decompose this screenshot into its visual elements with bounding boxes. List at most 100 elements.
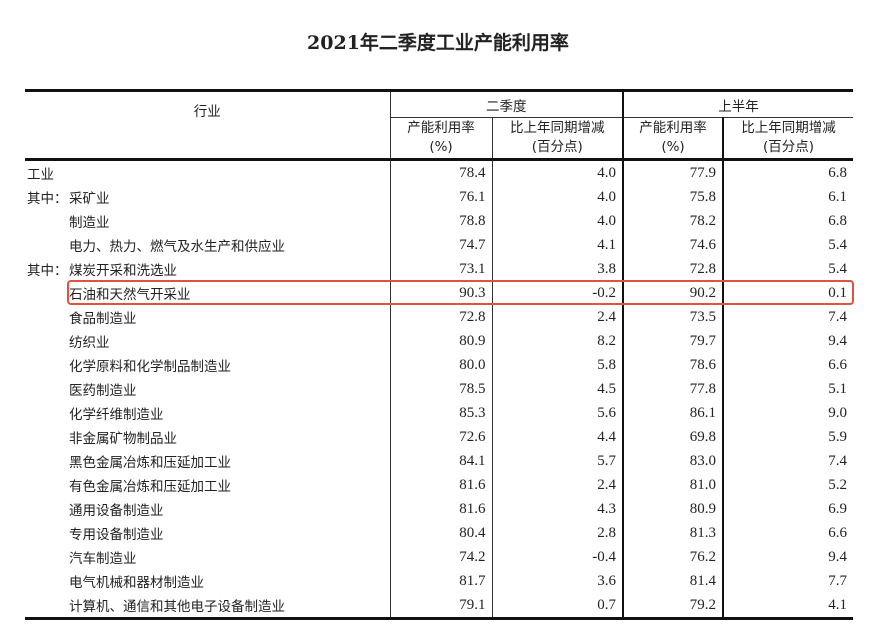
industry-header: 行业 (25, 89, 390, 161)
table-row: 专用设备制造业 80.4 2.8 81.3 6.6 (25, 521, 853, 545)
table-row: 工业 78.4 4.0 77.9 6.8 (25, 159, 853, 185)
q2-change-cell: 4.0 (491, 185, 623, 209)
row-prefix: 其中： (27, 191, 68, 207)
h1-rate-cell: 75.8 (622, 185, 723, 209)
row-prefix: 其中： (27, 263, 68, 279)
table-row: 其中： 煤炭开采和洗选业 73.1 3.8 72.8 5.4 (25, 257, 853, 281)
industry-name: 通用设备制造业 (69, 503, 164, 519)
q2-change-cell: 5.7 (491, 449, 623, 473)
h1-change-cell: 4.1 (722, 593, 853, 620)
industry-name: 制造业 (69, 215, 110, 231)
industry-cell: 制造业 (25, 209, 390, 233)
h1-rate-cell: 74.6 (622, 233, 723, 257)
header-unit: (%) (429, 139, 453, 155)
h1-rate-cell: 69.8 (622, 425, 723, 449)
industry-cell: 非金属矿物制品业 (25, 425, 390, 449)
h1-change-cell: 6.9 (722, 497, 853, 521)
h1-change-cell: 7.4 (722, 449, 853, 473)
h1-rate-cell: 86.1 (622, 401, 723, 425)
table-row: 电气机械和器材制造业 81.7 3.6 81.4 7.7 (25, 569, 853, 593)
q2-rate-cell: 72.6 (389, 425, 492, 449)
industry-name: 煤炭开采和洗选业 (69, 263, 177, 279)
table-row: 制造业 78.8 4.0 78.2 6.8 (25, 209, 853, 233)
q2-change-cell: 4.5 (491, 377, 623, 401)
industry-cell: 通用设备制造业 (25, 497, 390, 521)
h1-rate-cell: 78.2 (622, 209, 723, 233)
h1-rate-cell: 81.3 (622, 521, 723, 545)
h1-group-header: 上半年 (622, 89, 853, 118)
capacity-utilization-table: 行业 二季度 上半年 产能利用率 (%) 比上年同期增减 (百分点) 产能利用率 (%… (25, 89, 853, 620)
industry-name: 采矿业 (69, 191, 110, 207)
q2-rate-cell: 80.4 (389, 521, 492, 545)
header-label: 比上年同期增减 (741, 120, 836, 136)
q2-rate-cell: 79.1 (389, 593, 492, 620)
table-row: 通用设备制造业 81.6 4.3 80.9 6.9 (25, 497, 853, 521)
table-row: 黑色金属冶炼和压延加工业 84.1 5.7 83.0 7.4 (25, 449, 853, 473)
h1-change-cell: 5.2 (722, 473, 853, 497)
h1-change-cell: 6.8 (722, 159, 853, 185)
industry-cell: 其中： 采矿业 (25, 185, 390, 209)
industry-name: 工业 (27, 167, 54, 183)
h1-change-cell: 0.1 (722, 281, 853, 305)
q2-group-header: 二季度 (389, 89, 623, 118)
h1-rate-cell: 78.6 (622, 353, 723, 377)
q2-change-cell: 2.4 (491, 305, 623, 329)
page-title: 2021年二季度工业产能利用率 (307, 32, 569, 54)
q2-change-cell: 2.8 (491, 521, 623, 545)
table-row: 计算机、通信和其他电子设备制造业 79.1 0.7 79.2 4.1 (25, 593, 853, 620)
table-row: 电力、热力、燃气及水生产和供应业 74.7 4.1 74.6 5.4 (25, 233, 853, 257)
table-row: 化学纤维制造业 85.3 5.6 86.1 9.0 (25, 401, 853, 425)
industry-cell: 黑色金属冶炼和压延加工业 (25, 449, 390, 473)
table-row: 汽车制造业 74.2 -0.4 76.2 9.4 (25, 545, 853, 569)
industry-name: 汽车制造业 (69, 551, 137, 567)
industry-cell: 纺织业 (25, 329, 390, 353)
q2-change-cell: 3.8 (491, 257, 623, 281)
q2-change-cell: 3.6 (491, 569, 623, 593)
industry-name: 专用设备制造业 (69, 527, 164, 543)
q2-rate-cell: 81.6 (389, 497, 492, 521)
table-row: 石油和天然气开采业 90.3 -0.2 90.2 0.1 (25, 281, 853, 305)
q2-change-cell: 5.6 (491, 401, 623, 425)
industry-cell: 电力、热力、燃气及水生产和供应业 (25, 233, 390, 257)
table-row: 食品制造业 72.8 2.4 73.5 7.4 (25, 305, 853, 329)
h1-change-cell: 6.1 (722, 185, 853, 209)
industry-name: 食品制造业 (69, 311, 137, 327)
h1-change-cell: 7.4 (722, 305, 853, 329)
h1-rate-cell: 83.0 (622, 449, 723, 473)
q2-rate-cell: 84.1 (389, 449, 492, 473)
h1-change-cell: 5.4 (722, 233, 853, 257)
q2-rate-cell: 72.8 (389, 305, 492, 329)
h1-change-cell: 6.6 (722, 521, 853, 545)
industry-cell: 电气机械和器材制造业 (25, 569, 390, 593)
h1-change-cell: 7.7 (722, 569, 853, 593)
industry-name: 非金属矿物制品业 (69, 431, 177, 447)
q2-change-cell: 4.0 (491, 159, 623, 185)
industry-name: 有色金属冶炼和压延加工业 (69, 479, 231, 495)
header-unit: (百分点) (762, 139, 815, 155)
table-row: 其中： 采矿业 76.1 4.0 75.8 6.1 (25, 185, 853, 209)
h1-rate-cell: 90.2 (622, 281, 723, 305)
industry-name: 医药制造业 (69, 383, 137, 399)
header-unit: (%) (661, 139, 685, 155)
industry-name: 化学原料和化学制品制造业 (69, 359, 231, 375)
highlight-box (67, 280, 854, 305)
q2-change-cell: 4.0 (491, 209, 623, 233)
q2-rate-cell: 78.8 (389, 209, 492, 233)
q2-rate-cell: 74.2 (389, 545, 492, 569)
q2-rate-cell: 90.3 (389, 281, 492, 305)
q2-change-cell: 4.4 (491, 425, 623, 449)
q2-change-cell: -0.4 (491, 545, 623, 569)
table-row: 医药制造业 78.5 4.5 77.8 5.1 (25, 377, 853, 401)
industry-name: 纺织业 (69, 335, 110, 351)
q2-change-cell: 0.7 (491, 593, 623, 620)
h1-change-cell: 6.6 (722, 353, 853, 377)
h1-change-cell: 5.4 (722, 257, 853, 281)
q2-rate-cell: 73.1 (389, 257, 492, 281)
q2-change-cell: 4.3 (491, 497, 623, 521)
h1-rate-cell: 73.5 (622, 305, 723, 329)
h1-change-cell: 9.4 (722, 545, 853, 569)
q2-change-cell: 4.1 (491, 233, 623, 257)
industry-name: 石油和天然气开采业 (69, 287, 191, 303)
h1-rate-cell: 81.0 (622, 473, 723, 497)
industry-cell: 计算机、通信和其他电子设备制造业 (25, 593, 390, 620)
